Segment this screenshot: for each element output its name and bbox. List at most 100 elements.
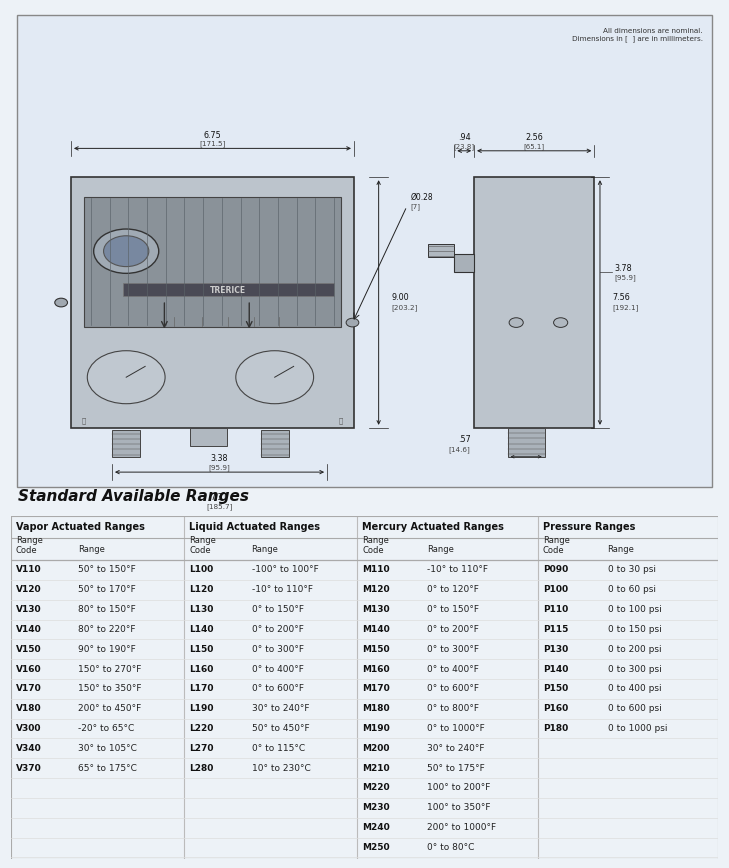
Text: 80° to 150°F: 80° to 150°F bbox=[78, 605, 136, 614]
Text: 0° to 600°F: 0° to 600°F bbox=[252, 684, 303, 694]
Text: 7.56: 7.56 bbox=[612, 293, 631, 302]
Text: P180: P180 bbox=[542, 724, 568, 733]
Text: V370: V370 bbox=[16, 764, 42, 773]
Text: 0° to 1000°F: 0° to 1000°F bbox=[427, 724, 485, 733]
Text: 0 to 30 psi: 0 to 30 psi bbox=[607, 565, 655, 575]
Text: M130: M130 bbox=[362, 605, 390, 614]
Text: M240: M240 bbox=[362, 823, 390, 832]
Text: 65° to 175°C: 65° to 175°C bbox=[78, 764, 137, 773]
Text: [65.1]: [65.1] bbox=[523, 143, 545, 150]
Text: 0° to 200°F: 0° to 200°F bbox=[252, 625, 303, 634]
Text: V160: V160 bbox=[16, 665, 42, 674]
Text: L100: L100 bbox=[189, 565, 214, 575]
Text: 150° to 270°F: 150° to 270°F bbox=[78, 665, 141, 674]
Text: V110: V110 bbox=[16, 565, 42, 575]
Text: [171.5]: [171.5] bbox=[199, 141, 226, 148]
Text: 0° to 300°F: 0° to 300°F bbox=[252, 645, 303, 654]
Text: 30° to 240°F: 30° to 240°F bbox=[427, 744, 485, 753]
Text: 0° to 115°C: 0° to 115°C bbox=[252, 744, 305, 753]
Text: M250: M250 bbox=[362, 843, 390, 852]
Text: 30° to 240°F: 30° to 240°F bbox=[252, 704, 309, 713]
Text: Vapor Actuated Ranges: Vapor Actuated Ranges bbox=[16, 523, 145, 532]
Text: Range
Code: Range Code bbox=[362, 536, 389, 556]
Text: 0° to 400°F: 0° to 400°F bbox=[252, 665, 303, 674]
Text: Range
Code: Range Code bbox=[542, 536, 569, 556]
Bar bbox=[428, 244, 454, 258]
Circle shape bbox=[55, 299, 68, 307]
Text: P130: P130 bbox=[542, 645, 568, 654]
Text: L190: L190 bbox=[189, 704, 214, 713]
Text: 3.78: 3.78 bbox=[614, 264, 632, 273]
Text: L120: L120 bbox=[189, 585, 214, 595]
Bar bbox=[260, 431, 289, 457]
Text: 3.38: 3.38 bbox=[211, 455, 228, 464]
Text: 80° to 220°F: 80° to 220°F bbox=[78, 625, 136, 634]
Text: M160: M160 bbox=[362, 665, 390, 674]
Text: [23.8]: [23.8] bbox=[453, 143, 475, 150]
Text: M120: M120 bbox=[362, 585, 390, 595]
Text: M170: M170 bbox=[362, 684, 390, 694]
Text: V170: V170 bbox=[16, 684, 42, 694]
Circle shape bbox=[87, 351, 165, 404]
Bar bbox=[84, 196, 341, 326]
Text: P160: P160 bbox=[542, 704, 568, 713]
Text: L270: L270 bbox=[189, 744, 214, 753]
Text: 0° to 300°F: 0° to 300°F bbox=[427, 645, 479, 654]
Text: M110: M110 bbox=[362, 565, 390, 575]
Text: Range: Range bbox=[427, 544, 454, 554]
Text: Range
Code: Range Code bbox=[16, 536, 43, 556]
Text: L170: L170 bbox=[189, 684, 214, 694]
Text: V140: V140 bbox=[16, 625, 42, 634]
Bar bbox=[71, 177, 354, 428]
Text: 0° to 800°F: 0° to 800°F bbox=[427, 704, 479, 713]
Text: 0° to 600°F: 0° to 600°F bbox=[427, 684, 479, 694]
Text: L130: L130 bbox=[189, 605, 214, 614]
Text: P115: P115 bbox=[542, 625, 568, 634]
Bar bbox=[474, 177, 594, 428]
Text: 30° to 105°C: 30° to 105°C bbox=[78, 744, 137, 753]
Text: L280: L280 bbox=[189, 764, 214, 773]
Text: Ⓣ: Ⓣ bbox=[339, 418, 343, 424]
Text: Range: Range bbox=[607, 544, 634, 554]
Text: 6.75: 6.75 bbox=[203, 131, 222, 140]
Text: P140: P140 bbox=[542, 665, 568, 674]
Text: Ø0.28: Ø0.28 bbox=[410, 193, 433, 201]
Text: 100° to 350°F: 100° to 350°F bbox=[427, 803, 491, 812]
Text: .57: .57 bbox=[458, 436, 471, 444]
Circle shape bbox=[346, 319, 359, 327]
Bar bbox=[122, 283, 334, 297]
Text: Range: Range bbox=[252, 544, 278, 554]
Text: 0° to 400°F: 0° to 400°F bbox=[427, 665, 479, 674]
Bar bbox=[190, 428, 227, 446]
Text: 0 to 60 psi: 0 to 60 psi bbox=[607, 585, 655, 595]
Text: 200° to 1000°F: 200° to 1000°F bbox=[427, 823, 496, 832]
Text: 0° to 200°F: 0° to 200°F bbox=[427, 625, 479, 634]
Text: V150: V150 bbox=[16, 645, 42, 654]
Circle shape bbox=[553, 318, 568, 327]
Text: 0 to 1000 psi: 0 to 1000 psi bbox=[607, 724, 667, 733]
Text: M230: M230 bbox=[362, 803, 390, 812]
Text: -10° to 110°F: -10° to 110°F bbox=[252, 585, 313, 595]
Text: L220: L220 bbox=[189, 724, 214, 733]
Text: 0 to 300 psi: 0 to 300 psi bbox=[607, 665, 661, 674]
Text: V180: V180 bbox=[16, 704, 42, 713]
Text: L140: L140 bbox=[189, 625, 214, 634]
Text: 0° to 150°F: 0° to 150°F bbox=[252, 605, 303, 614]
Text: Pressure Ranges: Pressure Ranges bbox=[542, 523, 635, 532]
Text: V340: V340 bbox=[16, 744, 42, 753]
Text: V300: V300 bbox=[16, 724, 42, 733]
Text: M140: M140 bbox=[362, 625, 390, 634]
Text: Liquid Actuated Ranges: Liquid Actuated Ranges bbox=[189, 523, 320, 532]
Bar bbox=[508, 428, 545, 457]
Text: P090: P090 bbox=[542, 565, 568, 575]
Text: M210: M210 bbox=[362, 764, 390, 773]
Text: 100° to 200°F: 100° to 200°F bbox=[427, 784, 491, 792]
Bar bbox=[112, 431, 141, 457]
Text: 0 to 150 psi: 0 to 150 psi bbox=[607, 625, 661, 634]
Text: 50° to 175°F: 50° to 175°F bbox=[427, 764, 485, 773]
Text: V130: V130 bbox=[16, 605, 42, 614]
Text: 0° to 150°F: 0° to 150°F bbox=[427, 605, 479, 614]
Text: P110: P110 bbox=[542, 605, 568, 614]
Text: L160: L160 bbox=[189, 665, 214, 674]
Text: Standard Available Ranges: Standard Available Ranges bbox=[18, 490, 249, 504]
